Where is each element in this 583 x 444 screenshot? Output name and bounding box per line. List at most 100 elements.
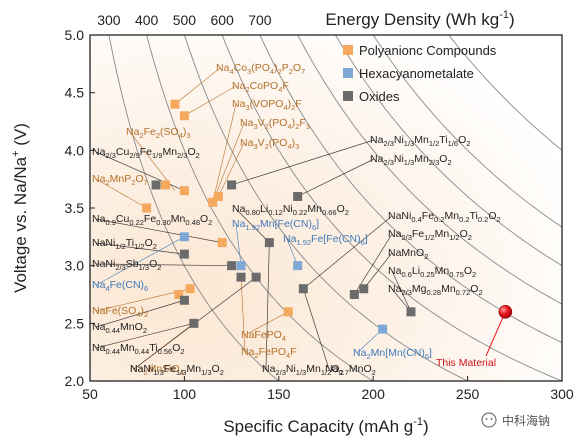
data-point-oxides [179, 249, 189, 259]
formula-subscript: 2 [131, 178, 135, 187]
formula-text: Fe [164, 363, 176, 375]
data-point-oxides [227, 180, 237, 190]
x-axis-ticks: 50 100 150 200 250 300 [82, 376, 574, 402]
formula-subscript: 0.6 [401, 270, 411, 279]
leader-line [303, 288, 330, 370]
formula-text: ) [288, 98, 292, 110]
legend-label-oxides: Oxides [359, 89, 400, 104]
formula-text: Fe [422, 210, 434, 222]
formula-text: (PO [269, 117, 288, 129]
leader-line [231, 139, 375, 186]
leader-line [244, 311, 289, 336]
formula-subscript: 2 [139, 131, 143, 140]
top-axis-title: Energy Density (Wh kg-1) [325, 9, 514, 29]
y-tick-label: 5.0 [65, 27, 85, 43]
data-point-oxides [406, 307, 416, 317]
formula-text: Mn [162, 146, 177, 158]
leader-line [235, 208, 270, 243]
formula-text: (SO [160, 126, 179, 138]
compound-label: Na2/3Ni1/3Mn2/3O2 [370, 153, 452, 167]
formula-text: NaFe(SO [92, 305, 136, 317]
compound-label: Na0.44MnO2 [92, 321, 147, 335]
formula-subscript: 1/2 [321, 368, 331, 377]
data-point-hexacyanometalate [378, 324, 388, 334]
top-axis-ticks: 300 400 500 600 700 [97, 12, 272, 28]
compound-label: Na3(VOPO4)2F [232, 98, 302, 112]
formula-text: Mn [414, 153, 429, 165]
formula-text: O [337, 203, 345, 215]
compound-label: Na0.9Cu0.22Fe0.30Mn0.48O2 [92, 213, 212, 227]
formula-text: MnO [120, 321, 143, 333]
data-point-polyanionc [170, 99, 180, 109]
formula-text: ) [292, 137, 296, 149]
formula-subscript: 1/2 [134, 242, 144, 251]
formula-subscript: 2 [466, 139, 470, 148]
formula-subscript: 2/3 [401, 288, 411, 297]
formula-subscript: 2 [278, 67, 282, 76]
formula-subscript: 2/3 [177, 151, 187, 160]
data-point-oxides [298, 284, 308, 294]
top-tick-label: 600 [210, 12, 234, 28]
energy-curve [259, 35, 562, 344]
compound-label: Na0.80Li0.12Ni0.22Mn0.66O2 [232, 203, 349, 217]
formula-subscript: 0.44 [135, 347, 150, 356]
formula-text: O [460, 228, 468, 240]
formula-text: Ni [286, 363, 296, 375]
top-tick-label: 400 [135, 12, 159, 28]
formula-subscript: 3 [253, 142, 257, 151]
formula-text: NaMnO [388, 247, 424, 259]
energy-curve [372, 35, 562, 228]
formula-subscript: 3 [295, 142, 299, 151]
data-points [142, 99, 513, 334]
formula-text: Ni [283, 203, 293, 215]
formula-subscript: 2 [289, 67, 293, 76]
leader-line [303, 215, 393, 290]
formula-text: ) [292, 117, 296, 129]
formula-subscript: 4 [105, 284, 109, 293]
x-axis-title-sup: -1 [413, 416, 423, 428]
energy-density-curves [108, 35, 562, 381]
wechat-icon [481, 412, 497, 428]
this-material-label: This Material [436, 357, 496, 369]
formula-text: Na [92, 173, 106, 185]
formula-text: Mn [435, 265, 450, 277]
formula-text: Na [232, 80, 246, 92]
formula-subscript: 3 [245, 103, 249, 112]
formula-text: Ti [149, 342, 157, 354]
leader-line [95, 218, 223, 243]
this-material-point [498, 304, 513, 319]
y-axis-title-sup: + [10, 150, 22, 156]
formula-text: (PO [251, 62, 270, 74]
data-point-oxides [179, 295, 189, 305]
formula-text: Na [92, 342, 106, 354]
compound-label: Na4Co3(PO4)2P2O7 [216, 62, 305, 76]
formula-text: ] [316, 218, 319, 230]
leader-line [297, 158, 375, 197]
formula-text: ) [183, 126, 187, 138]
formula-text: F [290, 346, 296, 358]
formula-text: Na [353, 347, 367, 359]
watermark: 中科海钠 [481, 412, 550, 428]
formula-text: Li [412, 265, 420, 277]
formula-text: F [282, 80, 288, 92]
top-tick-label: 700 [248, 12, 272, 28]
formula-text: Na [92, 279, 106, 291]
formula-text: F [299, 117, 305, 129]
legend-label-polyanionic: Polyanionc Compounds [359, 43, 497, 58]
y-tick-label: 4.5 [65, 85, 85, 101]
x-tick-label: 100 [173, 386, 197, 402]
compound-label: Na4Fe(CN)6 [92, 279, 148, 293]
formula-subscript: 2 [180, 347, 184, 356]
formula-subscript: 4 [278, 85, 282, 94]
data-point-polyanionc [283, 307, 293, 317]
formula-text: Na [262, 363, 276, 375]
top-tick-label: 300 [97, 12, 121, 28]
formula-subscript: 3 [247, 67, 251, 76]
formula-subscript: 7 [144, 178, 148, 187]
legend-marker-oxides [343, 91, 353, 101]
energy-curve [448, 35, 562, 151]
x-axis-title-main: Specific Capacity (mAh g [223, 417, 413, 436]
data-point-polyanionc [217, 238, 227, 248]
y-axis-title-end: (V) [11, 123, 30, 150]
this-material-leader [485, 311, 506, 357]
